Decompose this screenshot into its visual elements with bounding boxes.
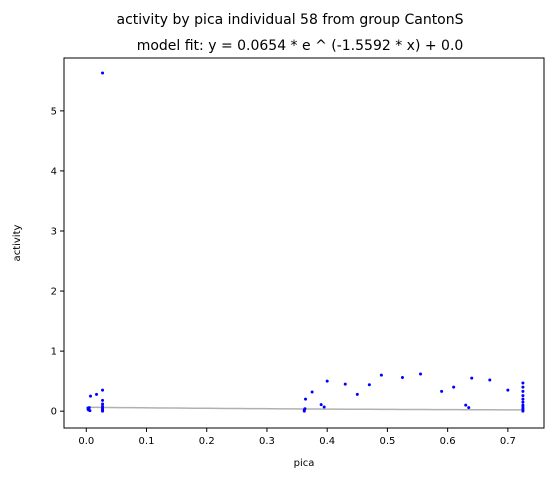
x-tick-label: 0.3 (259, 436, 275, 447)
data-point (400, 376, 404, 380)
x-tick-label: 0.6 (440, 436, 456, 447)
data-point (343, 382, 347, 386)
data-point (521, 381, 525, 385)
data-point (101, 71, 105, 75)
y-tick-label: 2 (51, 287, 57, 298)
data-point (467, 406, 471, 410)
data-point (310, 390, 314, 394)
data-point (101, 402, 105, 406)
data-point (521, 385, 525, 389)
data-point (521, 400, 525, 404)
data-point (88, 394, 92, 398)
data-points (86, 71, 525, 413)
data-point (101, 398, 105, 402)
data-point (506, 388, 510, 392)
data-point (95, 392, 99, 396)
data-point (452, 385, 456, 389)
data-point (303, 407, 307, 411)
data-point (304, 397, 308, 401)
data-point (319, 403, 323, 407)
data-point (464, 403, 468, 407)
x-tick-label: 0.0 (78, 436, 94, 447)
y-tick-label: 4 (51, 166, 57, 177)
data-point (440, 389, 444, 393)
x-tick-label: 0.5 (379, 436, 395, 447)
data-point (101, 409, 105, 413)
data-point (521, 409, 525, 413)
data-point (101, 388, 105, 392)
data-point (488, 378, 492, 382)
data-point (322, 405, 326, 409)
y-tick-label: 5 (51, 106, 57, 117)
data-point (419, 372, 423, 376)
x-tick-label: 0.7 (500, 436, 516, 447)
data-point (521, 389, 525, 393)
data-point (325, 379, 329, 383)
x-tick-label: 0.2 (199, 436, 215, 447)
y-tick-label: 1 (51, 347, 57, 358)
data-point (521, 397, 525, 401)
data-point (470, 376, 474, 380)
data-point (88, 409, 92, 413)
x-tick-label: 0.1 (139, 436, 155, 447)
plot-frame (63, 57, 545, 429)
data-point (87, 406, 91, 410)
y-axis-ticks: 0 1 2 3 4 5 (51, 106, 64, 418)
data-point (521, 394, 525, 398)
chart-subtitle: model fit: y = 0.0654 * e ^ (-1.5592 * x… (137, 38, 464, 54)
y-tick-label: 0 (51, 407, 57, 418)
data-point (367, 383, 371, 387)
x-tick-label: 0.4 (319, 436, 335, 447)
y-axis-label: activity (12, 224, 23, 261)
x-axis-label: pica (294, 458, 315, 469)
data-point (355, 392, 359, 396)
chart-title: activity by pica individual 58 from grou… (116, 12, 463, 28)
y-tick-label: 3 (51, 226, 57, 237)
x-axis-ticks: 0.0 0.1 0.2 0.3 0.4 0.5 0.6 0.7 (78, 428, 516, 447)
data-point (379, 373, 383, 377)
